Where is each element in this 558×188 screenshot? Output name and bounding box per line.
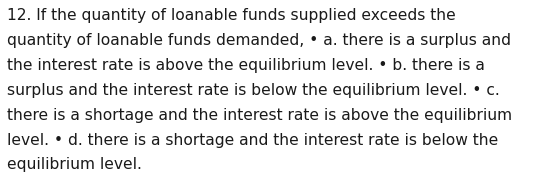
Text: the interest rate is above the equilibrium level. • b. there is a: the interest rate is above the equilibri…	[7, 58, 484, 73]
Text: level. • d. there is a shortage and the interest rate is below the: level. • d. there is a shortage and the …	[7, 133, 498, 148]
Text: there is a shortage and the interest rate is above the equilibrium: there is a shortage and the interest rat…	[7, 108, 512, 123]
Text: quantity of loanable funds demanded, • a. there is a surplus and: quantity of loanable funds demanded, • a…	[7, 33, 511, 48]
Text: 12. If the quantity of loanable funds supplied exceeds the: 12. If the quantity of loanable funds su…	[7, 8, 455, 24]
Text: surplus and the interest rate is below the equilibrium level. • c.: surplus and the interest rate is below t…	[7, 83, 499, 98]
Text: equilibrium level.: equilibrium level.	[7, 157, 142, 172]
